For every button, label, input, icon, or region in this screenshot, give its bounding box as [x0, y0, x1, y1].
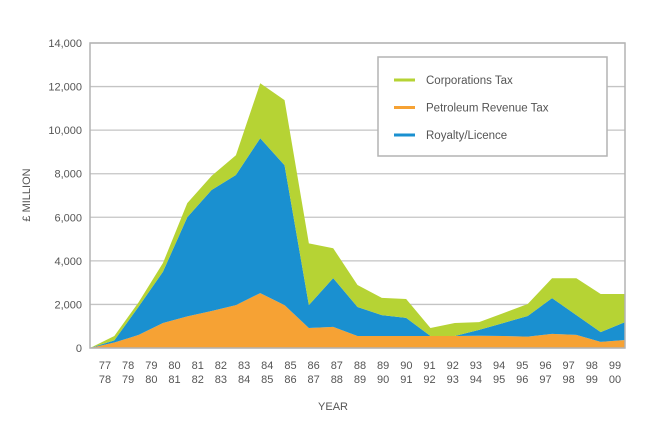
legend-box — [377, 56, 608, 157]
y-axis-label: £ MILLION — [21, 168, 33, 221]
area-royalty-licence — [90, 138, 625, 348]
svg-text:80: 80 — [145, 374, 157, 386]
svg-text:00: 00 — [609, 374, 621, 386]
svg-text:99: 99 — [609, 360, 621, 372]
svg-text:86: 86 — [284, 374, 296, 386]
legend-label: Corporations Tax — [426, 75, 513, 87]
svg-text:98: 98 — [563, 374, 575, 386]
legend-item: Corporations Tax — [394, 75, 513, 87]
svg-text:84: 84 — [261, 360, 273, 372]
svg-text:84: 84 — [238, 374, 250, 386]
svg-text:83: 83 — [238, 360, 250, 372]
svg-text:97: 97 — [563, 360, 575, 372]
plot-frame — [89, 42, 626, 349]
y-tick-label: 0 — [76, 343, 82, 355]
svg-text:83: 83 — [215, 374, 227, 386]
svg-text:78: 78 — [99, 374, 111, 386]
area-corporations-tax — [90, 83, 625, 348]
svg-text:93: 93 — [447, 374, 459, 386]
svg-text:81: 81 — [192, 360, 204, 372]
legend-label: Petroleum Revenue Tax — [426, 103, 549, 115]
y-tick-label: 6,000 — [54, 212, 82, 224]
svg-text:80: 80 — [168, 360, 180, 372]
svg-text:94: 94 — [470, 374, 482, 386]
area-petroleum-revenue-tax — [90, 293, 625, 348]
legend: Corporations Tax Petroleum Revenue Tax Roy… — [377, 56, 608, 157]
svg-text:89: 89 — [377, 360, 389, 372]
svg-text:82: 82 — [192, 374, 204, 386]
svg-text:86: 86 — [308, 360, 320, 372]
x-axis-label: YEAR — [318, 401, 348, 413]
svg-text:79: 79 — [145, 360, 157, 372]
y-tick-labels: 0 2,000 4,000 6,000 8,000 10,000 12,000 14,000 — [48, 38, 82, 355]
svg-text:81: 81 — [168, 374, 180, 386]
svg-text:91: 91 — [400, 374, 412, 386]
svg-text:88: 88 — [331, 374, 343, 386]
y-tick-label: 14,000 — [48, 38, 82, 50]
svg-text:87: 87 — [308, 374, 320, 386]
svg-text:95: 95 — [516, 360, 528, 372]
legend-label: Royalty/Licence — [426, 130, 507, 142]
svg-text:91: 91 — [423, 360, 435, 372]
svg-text:78: 78 — [122, 360, 134, 372]
y-tick-label: 4,000 — [54, 256, 82, 268]
svg-text:85: 85 — [284, 360, 296, 372]
svg-text:87: 87 — [331, 360, 343, 372]
svg-text:96: 96 — [539, 360, 551, 372]
area-series — [90, 83, 625, 348]
svg-text:95: 95 — [493, 374, 505, 386]
svg-text:90: 90 — [377, 374, 389, 386]
svg-text:93: 93 — [470, 360, 482, 372]
svg-text:92: 92 — [447, 360, 459, 372]
x-tick-labels: 7778787979808081818282838384848585868687… — [99, 360, 621, 386]
y-tick-label: 2,000 — [54, 299, 82, 311]
svg-text:88: 88 — [354, 360, 366, 372]
svg-text:82: 82 — [215, 360, 227, 372]
svg-text:89: 89 — [354, 374, 366, 386]
svg-text:96: 96 — [516, 374, 528, 386]
legend-item: Royalty/Licence — [394, 130, 507, 142]
y-tick-label: 8,000 — [54, 169, 82, 181]
svg-text:85: 85 — [261, 374, 273, 386]
svg-text:98: 98 — [586, 360, 598, 372]
svg-text:90: 90 — [400, 360, 412, 372]
svg-text:99: 99 — [586, 374, 598, 386]
svg-text:94: 94 — [493, 360, 505, 372]
y-tick-label: 12,000 — [48, 82, 82, 94]
svg-text:92: 92 — [423, 374, 435, 386]
y-tick-label: 10,000 — [48, 125, 82, 137]
svg-text:97: 97 — [539, 374, 551, 386]
legend-item: Petroleum Revenue Tax — [394, 103, 549, 115]
svg-text:77: 77 — [99, 360, 111, 372]
svg-text:79: 79 — [122, 374, 134, 386]
